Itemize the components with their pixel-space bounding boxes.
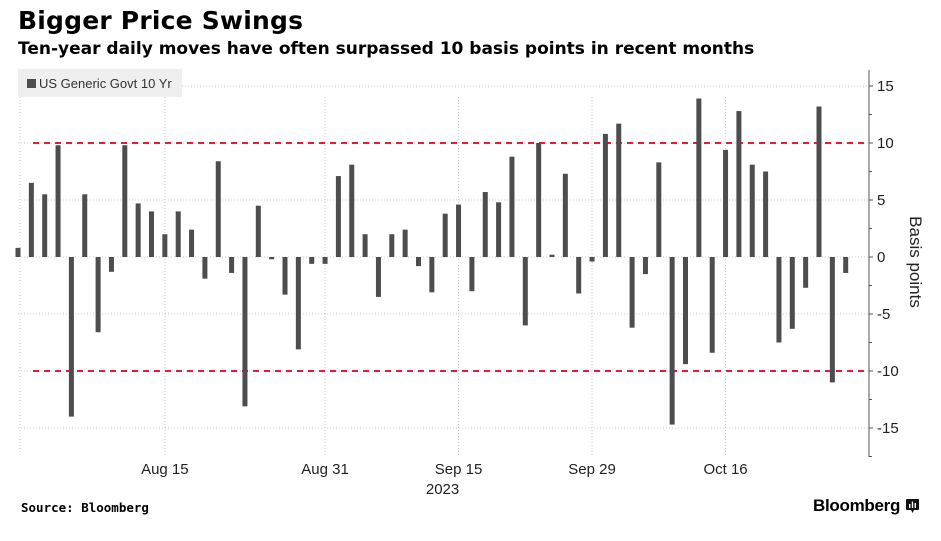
chart-title: Bigger Price Swings: [18, 6, 304, 35]
bar: [656, 162, 662, 257]
bar: [135, 203, 141, 257]
bar: [229, 257, 235, 273]
y-tick-label: 15: [877, 78, 894, 95]
legend-swatch: [27, 78, 36, 88]
bar: [15, 247, 21, 257]
x-axis: Aug 15 Aug 31 Sep 15 2023 Sep 29 Oct 16: [141, 461, 748, 498]
bar: [28, 182, 34, 257]
brand-name: Bloomberg: [813, 496, 901, 515]
bar: [402, 229, 408, 257]
bar: [389, 234, 395, 257]
bar: [255, 205, 261, 257]
bar: [549, 254, 555, 257]
bar: [629, 257, 635, 328]
bar: [789, 257, 795, 329]
bar: [816, 106, 822, 258]
chart-subtitle: Ten-year daily moves have often surpasse…: [18, 39, 755, 59]
bar: [496, 202, 502, 257]
bar: [469, 257, 475, 292]
bar: [442, 213, 448, 257]
y-axis: 15 10 5 0 -5 -10 -15: [868, 70, 899, 457]
bar: [55, 145, 61, 257]
bar: [709, 257, 715, 353]
x-tick-label: Sep 29: [568, 461, 616, 478]
bar: [82, 194, 88, 257]
bar: [375, 257, 381, 297]
bar: [536, 143, 542, 257]
brand-logo: Bloomberg: [813, 496, 920, 516]
y-tick-label: 10: [877, 135, 894, 152]
bar: [175, 211, 181, 257]
y-tick-label: 5: [877, 192, 885, 209]
bar: [269, 257, 275, 260]
bloomberg-chart-icon: [906, 499, 920, 513]
bars: [15, 98, 849, 425]
bar: [429, 257, 435, 293]
bar: [309, 257, 315, 264]
x-tick-label: Aug 31: [301, 461, 349, 478]
x-tick-label: Sep 15: [435, 461, 483, 478]
bar: [108, 257, 114, 272]
bar: [322, 257, 328, 264]
bar: [522, 257, 528, 326]
bar: [642, 257, 648, 275]
y-axis-title: Basis points: [906, 216, 925, 308]
bar: [68, 257, 74, 417]
bar: [242, 257, 248, 407]
legend: US Generic Govt 10 Yr: [18, 69, 182, 97]
x-tick-label: Aug 15: [141, 461, 189, 478]
bar: [843, 257, 849, 273]
bar: [696, 98, 702, 257]
bar: [509, 156, 515, 257]
bar: [362, 234, 368, 257]
source-note: Source: Bloomberg: [21, 500, 149, 515]
bar: [95, 257, 101, 333]
bar: [829, 257, 835, 383]
y-tick-label: -5: [877, 306, 890, 323]
bar: [736, 111, 742, 257]
bar: [576, 257, 582, 294]
bar: [562, 173, 568, 257]
threshold-lines: [33, 142, 869, 372]
bar: [669, 257, 675, 425]
x-year-label: 2023: [426, 481, 459, 498]
bar: [149, 211, 154, 257]
y-tick-label: -15: [877, 420, 899, 437]
y-tick-label: 0: [877, 249, 885, 266]
bar: [602, 133, 608, 257]
bar: [282, 257, 288, 295]
bar: [803, 257, 809, 288]
bar: [189, 229, 195, 257]
bar: [776, 257, 782, 343]
bar: [416, 257, 421, 267]
bar: [456, 204, 462, 257]
bar: [42, 194, 48, 257]
y-tick-label: -10: [877, 363, 899, 380]
bar: [202, 257, 208, 279]
x-tick-label: Oct 16: [703, 461, 747, 478]
bar: [616, 123, 622, 258]
bar: [723, 149, 729, 257]
bar: [749, 164, 755, 257]
bar: [683, 257, 688, 365]
bar: [349, 164, 355, 257]
bar: [295, 257, 301, 350]
bar: [589, 257, 595, 262]
bar: [763, 171, 769, 257]
bar: [162, 234, 168, 257]
legend-label: US Generic Govt 10 Yr: [39, 75, 172, 91]
bar: [122, 145, 128, 257]
bar: [482, 192, 488, 257]
bar: [215, 161, 221, 257]
bar: [335, 176, 341, 257]
